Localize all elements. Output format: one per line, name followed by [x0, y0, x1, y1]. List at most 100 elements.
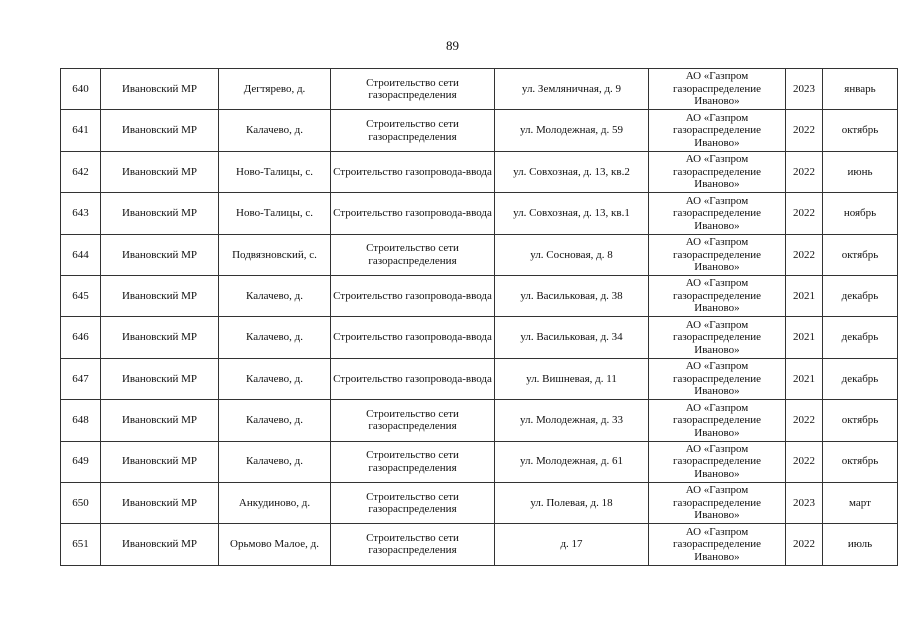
- month-cell: октябрь: [822, 233, 898, 276]
- work-type-cell: Строительство сети газораспределения: [330, 523, 495, 566]
- organization-cell: АО «Газпром газораспределение Иваново»: [648, 357, 786, 401]
- district-cell: Ивановский МР: [100, 481, 219, 525]
- settlement-cell: Анкудиново, д.: [218, 481, 331, 525]
- address-cell: д. 17: [494, 523, 649, 566]
- month-cell: январь: [822, 67, 898, 111]
- address-cell: ул. Молодежная, д. 33: [494, 399, 649, 442]
- work-type-cell: Строительство сети газораспределения: [330, 481, 495, 525]
- work-type-cell: Строительство сети газораспределения: [330, 109, 495, 152]
- table-row: 645 Ивановский МР Калачево, д. Строительств…: [60, 274, 898, 318]
- district-cell: Ивановский МР: [100, 233, 219, 276]
- district-cell: Ивановский МР: [100, 67, 219, 111]
- year-cell: 2023: [785, 67, 823, 111]
- settlement-cell: Калачево, д.: [218, 399, 331, 442]
- row-number: 650: [60, 481, 101, 525]
- month-cell: декабрь: [822, 316, 898, 359]
- table-row: 647 Ивановский МР Калачево, д. Строительств…: [60, 357, 898, 401]
- settlement-cell: Ново-Талицы, с.: [218, 150, 331, 194]
- year-cell: 2022: [785, 399, 823, 442]
- district-cell: Ивановский МР: [100, 440, 219, 483]
- table-row: 644 Ивановский МР Подвязновский, с. Строите…: [60, 233, 898, 276]
- work-type-cell: Строительство газопровода-ввода: [330, 274, 495, 318]
- month-cell: октябрь: [822, 399, 898, 442]
- settlement-cell: Ново-Талицы, с.: [218, 192, 331, 235]
- settlement-cell: Калачево, д.: [218, 109, 331, 152]
- settlement-cell: Калачево, д.: [218, 440, 331, 483]
- row-number: 644: [60, 233, 101, 276]
- year-cell: 2022: [785, 523, 823, 566]
- table-row: 650 Ивановский МР Анкудиново, д. Строительс…: [60, 481, 898, 525]
- district-cell: Ивановский МР: [100, 399, 219, 442]
- address-cell: ул. Земляничная, д. 9: [494, 67, 649, 111]
- year-cell: 2021: [785, 357, 823, 401]
- work-type-cell: Строительство газопровода-ввода: [330, 357, 495, 401]
- settlement-cell: Дегтярево, д.: [218, 67, 331, 111]
- district-cell: Ивановский МР: [100, 357, 219, 401]
- row-number: 646: [60, 316, 101, 359]
- address-cell: ул. Полевая, д. 18: [494, 481, 649, 525]
- work-type-cell: Строительство сети газораспределения: [330, 233, 495, 276]
- row-number: 643: [60, 192, 101, 235]
- row-number: 649: [60, 440, 101, 483]
- address-cell: ул. Сосновая, д. 8: [494, 233, 649, 276]
- row-number: 640: [60, 67, 101, 111]
- month-cell: ноябрь: [822, 192, 898, 235]
- address-cell: ул. Молодежная, д. 61: [494, 440, 649, 483]
- settlement-cell: Орьмово Малое, д.: [218, 523, 331, 566]
- month-cell: октябрь: [822, 109, 898, 152]
- work-type-cell: Строительство сети газораспределения: [330, 67, 495, 111]
- month-cell: октябрь: [822, 440, 898, 483]
- row-number: 642: [60, 150, 101, 194]
- address-cell: ул. Молодежная, д. 59: [494, 109, 649, 152]
- month-cell: декабрь: [822, 274, 898, 318]
- district-cell: Ивановский МР: [100, 192, 219, 235]
- settlement-cell: Калачево, д.: [218, 274, 331, 318]
- table-row: 648 Ивановский МР Калачево, д. Строительств…: [60, 399, 898, 442]
- organization-cell: АО «Газпром газораспределение Иваново»: [648, 233, 786, 276]
- settlement-cell: Калачево, д.: [218, 357, 331, 401]
- gasification-table: 640 Ивановский МР Дегтярево, д. Строительст…: [60, 67, 898, 566]
- organization-cell: АО «Газпром газораспределение Иваново»: [648, 67, 786, 111]
- table-row: 646 Ивановский МР Калачево, д. Строительств…: [60, 316, 898, 359]
- work-type-cell: Строительство сети газораспределения: [330, 399, 495, 442]
- row-number: 647: [60, 357, 101, 401]
- row-number: 645: [60, 274, 101, 318]
- row-number: 648: [60, 399, 101, 442]
- district-cell: Ивановский МР: [100, 316, 219, 359]
- year-cell: 2021: [785, 274, 823, 318]
- organization-cell: АО «Газпром газораспределение Иваново»: [648, 150, 786, 194]
- settlement-cell: Подвязновский, с.: [218, 233, 331, 276]
- year-cell: 2023: [785, 481, 823, 525]
- district-cell: Ивановский МР: [100, 274, 219, 318]
- year-cell: 2022: [785, 440, 823, 483]
- row-number: 641: [60, 109, 101, 152]
- address-cell: ул. Васильковая, д. 34: [494, 316, 649, 359]
- work-type-cell: Строительство газопровода-ввода: [330, 192, 495, 235]
- organization-cell: АО «Газпром газораспределение Иваново»: [648, 481, 786, 525]
- organization-cell: АО «Газпром газораспределение Иваново»: [648, 440, 786, 483]
- organization-cell: АО «Газпром газораспределение Иваново»: [648, 523, 786, 566]
- table-row: 642 Ивановский МР Ново-Талицы, с. Строитель…: [60, 150, 898, 194]
- month-cell: июнь: [822, 150, 898, 194]
- settlement-cell: Калачево, д.: [218, 316, 331, 359]
- district-cell: Ивановский МР: [100, 523, 219, 566]
- month-cell: июль: [822, 523, 898, 566]
- organization-cell: АО «Газпром газораспределение Иваново»: [648, 192, 786, 235]
- page-number: 89: [446, 38, 459, 53]
- work-type-cell: Строительство сети газораспределения: [330, 440, 495, 483]
- organization-cell: АО «Газпром газораспределение Иваново»: [648, 316, 786, 359]
- district-cell: Ивановский МР: [100, 150, 219, 194]
- organization-cell: АО «Газпром газораспределение Иваново»: [648, 109, 786, 152]
- table-row: 649 Ивановский МР Калачево, д. Строительств…: [60, 440, 898, 483]
- address-cell: ул. Совхозная, д. 13, кв.1: [494, 192, 649, 235]
- year-cell: 2022: [785, 233, 823, 276]
- address-cell: ул. Вишневая, д. 11: [494, 357, 649, 401]
- work-type-cell: Строительство газопровода-ввода: [330, 150, 495, 194]
- organization-cell: АО «Газпром газораспределение Иваново»: [648, 399, 786, 442]
- year-cell: 2022: [785, 192, 823, 235]
- table-row: 640 Ивановский МР Дегтярево, д. Строительст…: [60, 67, 898, 111]
- organization-cell: АО «Газпром газораспределение Иваново»: [648, 274, 786, 318]
- year-cell: 2021: [785, 316, 823, 359]
- address-cell: ул. Васильковая, д. 38: [494, 274, 649, 318]
- row-number: 651: [60, 523, 101, 566]
